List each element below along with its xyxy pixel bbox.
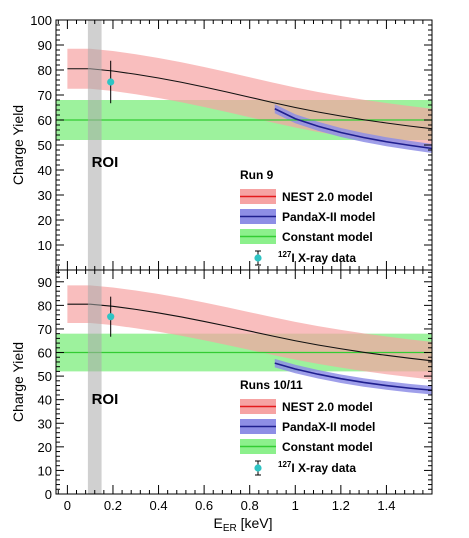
- x-tick-label: 0.6: [195, 498, 213, 513]
- legend-label: 127I X-ray data: [278, 460, 356, 475]
- x-tick-label: 1.4: [377, 498, 395, 513]
- legend-label: NEST 2.0 model: [282, 400, 373, 414]
- x-tick-label: 0: [64, 498, 71, 513]
- roi-band: [87, 270, 102, 494]
- y-tick-label: 90: [38, 38, 52, 53]
- legend-label: PandaX-II model: [282, 420, 375, 434]
- legend-entry: PandaX-II model: [240, 209, 375, 224]
- y-tick-label: 20: [38, 440, 52, 455]
- y-tick-label: 10: [38, 463, 52, 478]
- y-tick-label: 20: [38, 213, 52, 228]
- legend-label: PandaX-II model: [282, 210, 375, 224]
- y-tick-label: 10: [38, 238, 52, 253]
- roi-label: ROI: [92, 391, 119, 408]
- x-axis-title: EER [keV]: [213, 515, 272, 534]
- y-tick-label: 40: [38, 163, 52, 178]
- roi-band: [87, 20, 102, 270]
- y-tick-label: 60: [38, 346, 52, 361]
- y-tick-label: 0: [45, 487, 52, 502]
- legend-entry: PandaX-II model: [240, 419, 375, 434]
- y-axis-title: Charge Yield: [10, 342, 26, 422]
- y-tick-label: 40: [38, 393, 52, 408]
- legend-header: Runs 10/11: [240, 378, 303, 392]
- x-tick-label: 1.2: [332, 498, 350, 513]
- nest-model-band: [67, 285, 432, 380]
- x-tick-label: 0.4: [150, 498, 168, 513]
- y-tick-label: 70: [38, 322, 52, 337]
- x-tick-label: 1: [292, 498, 299, 513]
- legend-header: Run 9: [240, 168, 274, 182]
- nest-model-line: [67, 303, 432, 362]
- legend-entry: 127I X-ray data: [254, 250, 356, 266]
- legend-label: Constant model: [282, 230, 373, 244]
- legend-entry: NEST 2.0 model: [240, 399, 373, 414]
- plot-frame: [55, 269, 433, 495]
- xray-data-point: [107, 78, 115, 86]
- xray-data-point: [107, 313, 115, 321]
- legend-entry: NEST 2.0 model: [240, 189, 373, 204]
- nest-model-line: [67, 68, 432, 130]
- legend-entry: Constant model: [240, 439, 373, 454]
- y-tick-label: 80: [38, 63, 52, 78]
- y-tick-label: 30: [38, 416, 52, 431]
- legend-entry: 127I X-ray data: [254, 460, 356, 476]
- y-tick-label: 60: [38, 113, 52, 128]
- y-tick-label: 30: [38, 188, 52, 203]
- legend-point-marker: [254, 464, 262, 472]
- y-tick-label: 90: [38, 275, 52, 290]
- legend-label: NEST 2.0 model: [282, 190, 373, 204]
- y-tick-label: 50: [38, 369, 52, 384]
- panel-1: ROI 10 20 30 40 50 60 70 80 90 100 Charge Yield Run …: [10, 13, 433, 271]
- legend-label: Constant model: [282, 440, 373, 454]
- roi-label: ROI: [92, 154, 119, 171]
- x-tick-label: 0.8: [241, 498, 259, 513]
- legend-label: 127I X-ray data: [278, 250, 356, 265]
- y-axis-title: Charge Yield: [10, 105, 26, 185]
- legend-point-marker: [254, 254, 262, 262]
- y-tick-label: 100: [30, 13, 52, 28]
- pandax-model-line: [274, 108, 432, 150]
- legend-entry: Constant model: [240, 229, 373, 244]
- y-tick-label: 80: [38, 298, 52, 313]
- y-tick-label: 70: [38, 88, 52, 103]
- pandax-model-line: [274, 362, 432, 392]
- nest-model-band: [67, 48, 432, 149]
- plot-area: [56, 20, 432, 270]
- pandax-model-band: [274, 104, 432, 153]
- x-tick-label: 0.2: [104, 498, 122, 513]
- plot-area: [56, 270, 432, 494]
- y-tick-label: 50: [38, 138, 52, 153]
